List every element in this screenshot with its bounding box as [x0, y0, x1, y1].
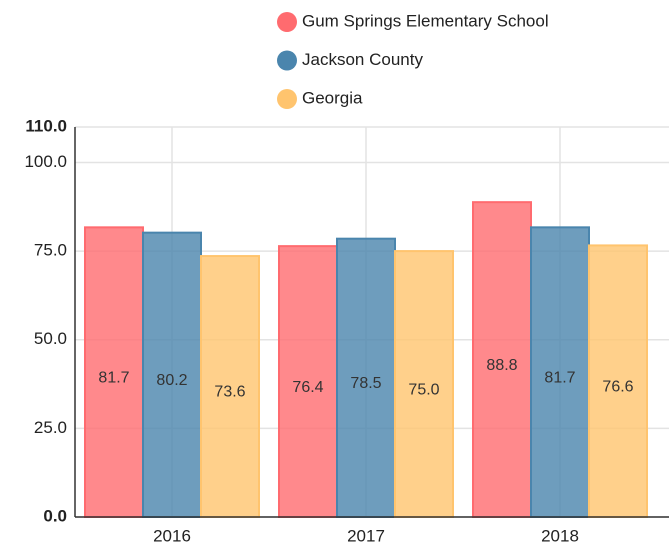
y-tick-label: 100.0: [24, 152, 67, 171]
bar: [530, 226, 590, 518]
value-label: 88.8: [486, 357, 517, 374]
bar: [472, 201, 532, 518]
x-tick-label: 2018: [541, 526, 579, 545]
legend-swatch: [277, 89, 297, 109]
value-label: 73.6: [214, 384, 245, 401]
bar: [588, 244, 648, 518]
value-label: 76.6: [602, 378, 633, 395]
value-label: 78.5: [350, 375, 381, 392]
value-label: 81.7: [98, 369, 129, 386]
legend-label: Jackson County: [302, 50, 423, 69]
legend-label: Georgia: [302, 88, 363, 107]
legend-swatch: [277, 12, 297, 32]
value-label: 81.7: [544, 369, 575, 386]
legend-swatch: [277, 50, 297, 71]
value-label: 75.0: [408, 381, 439, 398]
legend-label: Gum Springs Elementary School: [302, 11, 549, 30]
x-tick-label: 2017: [347, 526, 385, 545]
y-tick-label: 50.0: [34, 329, 67, 348]
bar: [394, 250, 454, 518]
x-tick-label: 2016: [153, 526, 191, 545]
y-tick-label: 75.0: [34, 241, 67, 260]
value-label: 76.4: [292, 379, 323, 396]
y-tick-label: 110.0: [25, 116, 67, 135]
y-tick-label: 0.0: [43, 506, 67, 525]
value-label: 80.2: [156, 372, 187, 389]
y-tick-label: 25.0: [34, 418, 67, 437]
